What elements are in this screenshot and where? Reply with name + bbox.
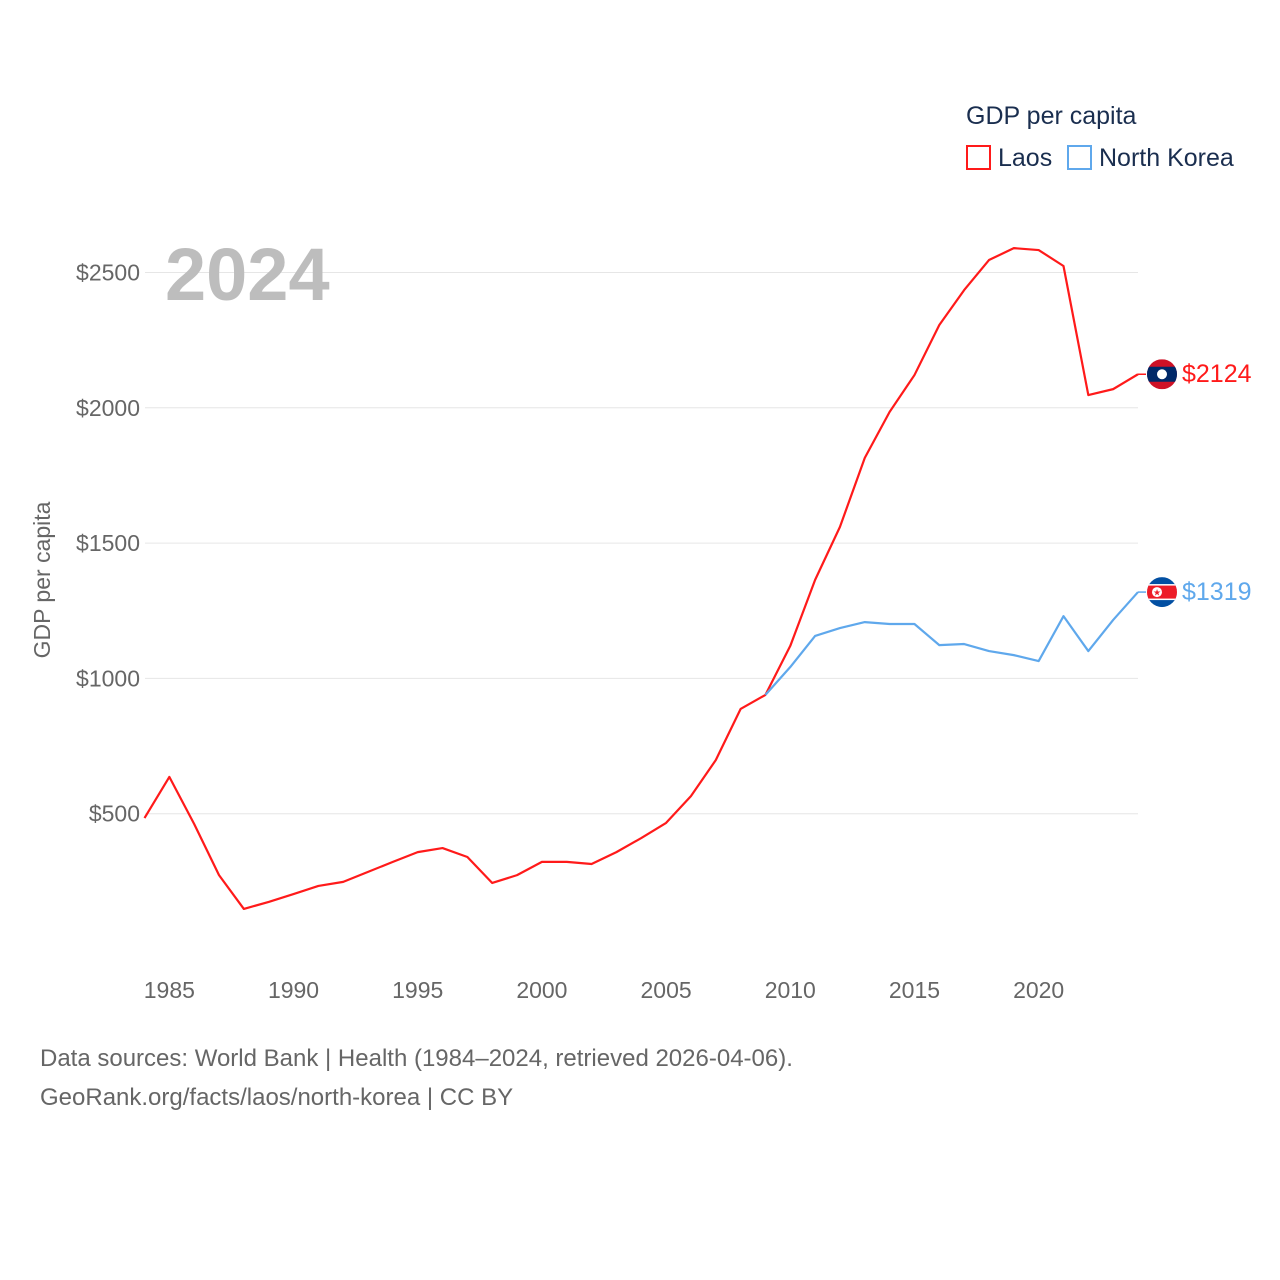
y-tick-label: $500 xyxy=(89,801,140,827)
x-tick-label: 1985 xyxy=(144,977,195,1003)
series-line-north-korea xyxy=(764,591,1139,696)
flag-moon xyxy=(1157,369,1167,380)
y-tick-label: $1500 xyxy=(76,530,140,556)
x-tick-label: 2005 xyxy=(641,977,692,1003)
legend-item-label[interactable]: Laos xyxy=(998,144,1052,172)
series-line-laos xyxy=(143,247,1139,911)
x-tick-label: 2020 xyxy=(1013,977,1064,1003)
legend-swatch xyxy=(1067,145,1092,170)
x-tick-label: 2010 xyxy=(765,977,816,1003)
laos-flag-icon xyxy=(1147,359,1177,390)
y-axis-label: GDP per capita xyxy=(29,501,55,658)
legend-title: GDP per capita xyxy=(966,102,1137,130)
x-tick-label: 2000 xyxy=(516,977,567,1003)
end-value-label: $2124 xyxy=(1182,360,1252,388)
flag-star: ★ xyxy=(1153,588,1161,598)
footer-attribution[interactable]: GeoRank.org/facts/laos/north-korea | CC … xyxy=(40,1084,514,1111)
x-tick-label: 2015 xyxy=(889,977,940,1003)
x-tick-label: 1995 xyxy=(392,977,443,1003)
x-tick-label: 1990 xyxy=(268,977,319,1003)
legend-swatch xyxy=(966,145,991,170)
footer-sources: Data sources: World Bank | Health (1984–… xyxy=(40,1045,793,1072)
flag-disc xyxy=(1152,587,1162,598)
north-korea-flag-icon: ★ xyxy=(1147,577,1177,608)
flag xyxy=(1147,359,1177,390)
legend-item-label[interactable]: North Korea xyxy=(1099,144,1234,172)
y-tick-label: $2500 xyxy=(76,260,140,286)
flag: ★ xyxy=(1147,577,1177,608)
year-label: 2024 xyxy=(165,233,330,316)
end-value-label: $1319 xyxy=(1182,578,1252,606)
y-tick-label: $2000 xyxy=(76,395,140,421)
y-tick-label: $1000 xyxy=(76,665,140,691)
